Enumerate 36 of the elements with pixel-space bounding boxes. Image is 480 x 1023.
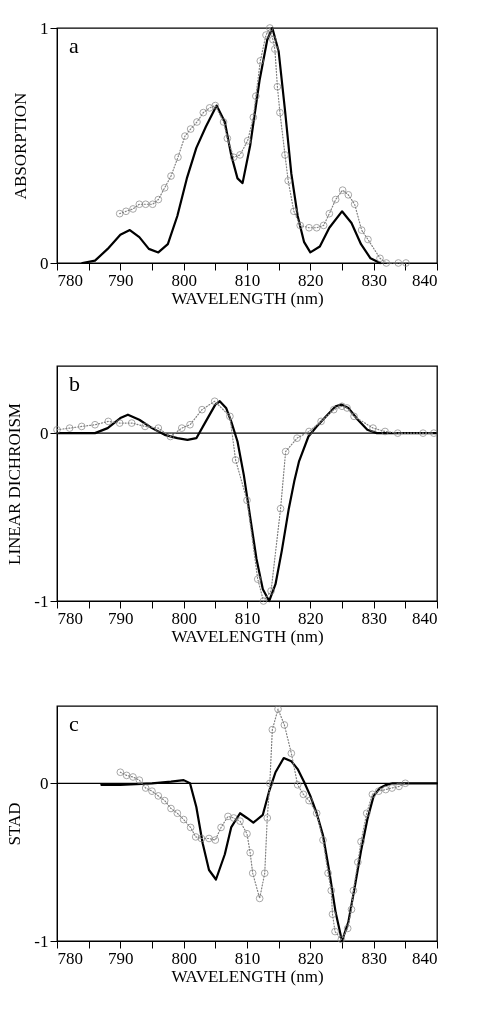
x-tick-label: 820 (298, 948, 324, 968)
x-tick-label: 800 (171, 270, 197, 290)
x-tick-label: 790 (108, 948, 134, 968)
x-tick-label: 810 (234, 948, 261, 968)
x-tick-label: 800 (171, 948, 197, 968)
x-tick-label: 780 (57, 270, 83, 290)
x-axis-title: WAVELENGTH (nm) (171, 288, 324, 308)
x-tick-label: 820 (298, 608, 324, 628)
x-tick-label: 780 (57, 948, 83, 968)
x-tick-label: 800 (171, 608, 197, 628)
x-tick-label: 810 (234, 608, 261, 628)
annotation: c (69, 711, 79, 736)
y-tick-label: 1 (40, 18, 49, 38)
x-tick-label: 790 (108, 608, 134, 628)
x-tick-label: 840 (412, 270, 438, 290)
annotation: b (69, 371, 80, 396)
x-tick-label: 790 (108, 270, 134, 290)
y-tick-label: -1 (34, 931, 49, 951)
y-tick-label: 0 (40, 773, 49, 793)
y-axis-title: LINEAR DICHROISM (5, 403, 25, 565)
x-tick-label: 810 (234, 270, 261, 290)
x-axis-title: WAVELENGTH (nm) (171, 626, 324, 646)
x-tick-label: 830 (361, 948, 387, 968)
x-tick-label: 820 (298, 270, 324, 290)
x-tick-label: 830 (361, 608, 387, 628)
x-tick-label: 840 (412, 948, 438, 968)
y-tick-label: 0 (40, 253, 49, 273)
y-axis-title: ABSORPTION (11, 92, 30, 200)
y-tick-label: 0 (40, 423, 49, 443)
x-tick-label: 840 (412, 608, 438, 628)
x-tick-label: 830 (361, 270, 387, 290)
x-axis-title: WAVELENGTH (nm) (171, 966, 324, 986)
annotation: a (69, 33, 79, 58)
x-tick-label: 780 (57, 608, 83, 628)
y-axis-title: STAD (5, 802, 25, 846)
y-tick-label: -1 (34, 591, 49, 611)
